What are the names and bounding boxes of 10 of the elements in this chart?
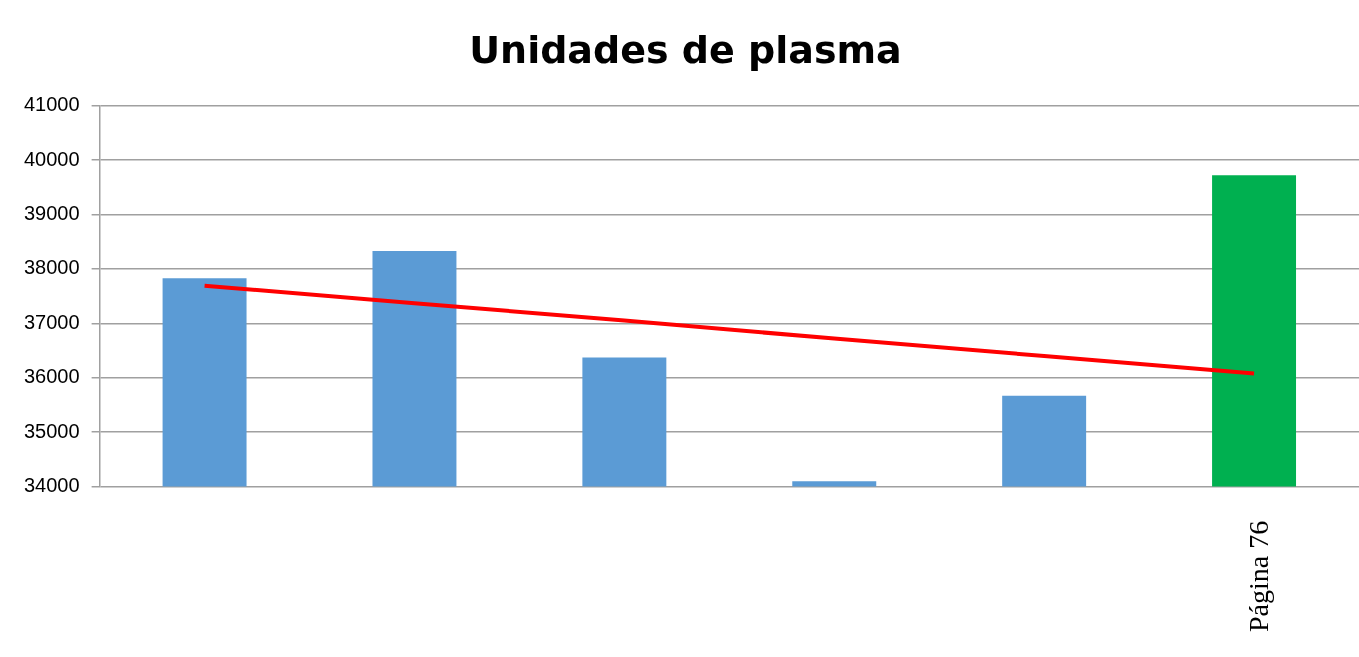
y-tick-label: 41000 bbox=[23, 93, 80, 116]
y-tick-label: 37000 bbox=[23, 310, 80, 333]
y-tick-label: 38000 bbox=[23, 256, 80, 279]
y-tick-label: 40000 bbox=[23, 147, 80, 170]
y-tick-label: 35000 bbox=[23, 419, 80, 442]
y-tick-label: 34000 bbox=[23, 474, 80, 497]
chart-title: Unidades de plasma bbox=[469, 27, 902, 72]
y-tick-label: 39000 bbox=[23, 201, 80, 224]
y-tick-label: 36000 bbox=[23, 365, 80, 388]
text: Página 76 bbox=[1243, 520, 1274, 632]
